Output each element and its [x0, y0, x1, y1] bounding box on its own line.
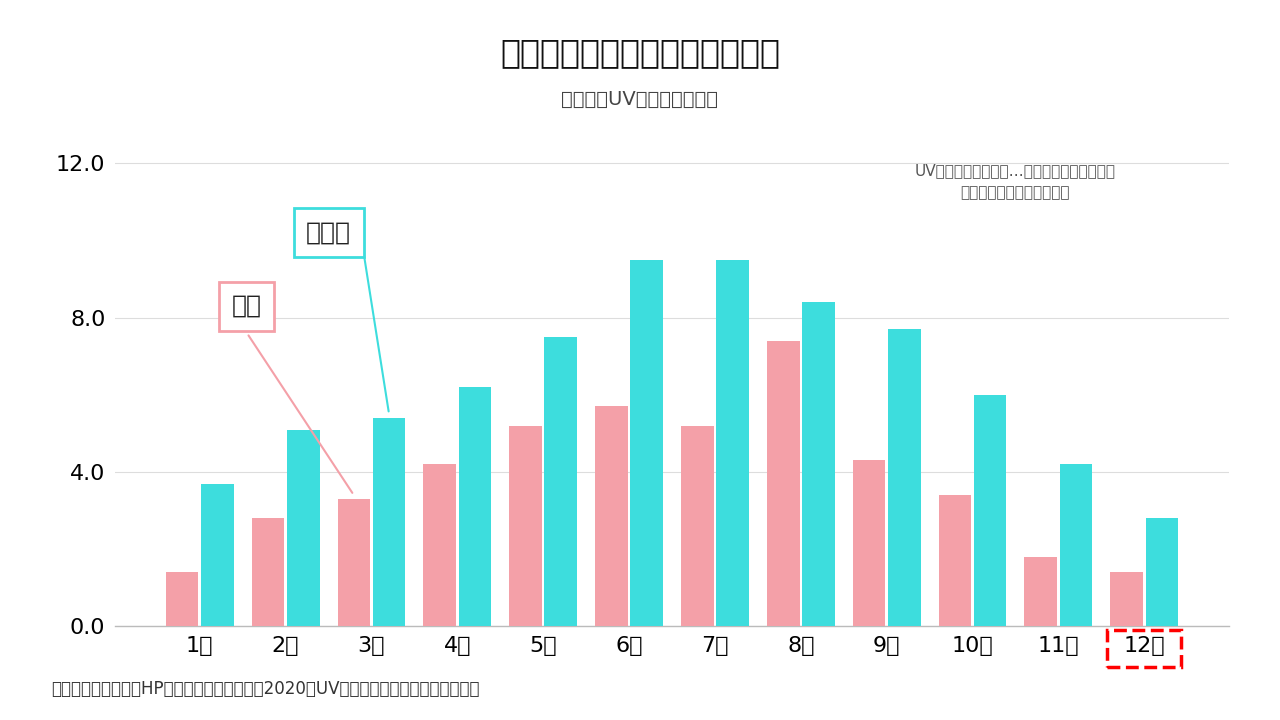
Bar	[166, 572, 198, 626]
Bar	[630, 260, 663, 626]
Bar	[458, 387, 492, 626]
Bar	[681, 426, 714, 626]
Bar	[338, 499, 370, 626]
Text: 東京: 東京	[232, 294, 262, 318]
Bar	[595, 406, 627, 626]
Bar	[509, 426, 541, 626]
Bar	[803, 302, 835, 626]
Bar	[1060, 464, 1092, 626]
Text: UVインデックスとは…紫外線が人体に及ぼす
影響度を指標化したもの。: UVインデックスとは…紫外線が人体に及ぼす 影響度を指標化したもの。	[915, 163, 1116, 200]
Bar	[888, 329, 920, 626]
Bar	[938, 495, 972, 626]
Bar	[372, 418, 406, 626]
Text: 宮古島: 宮古島	[306, 221, 351, 245]
Text: （日最大UVインデックス）: （日最大UVインデックス）	[562, 90, 718, 109]
Bar	[252, 518, 284, 626]
Bar	[717, 260, 749, 626]
Text: 【東京と宮古島の紫外線比較】: 【東京と宮古島の紫外線比較】	[500, 36, 780, 69]
Bar	[767, 341, 800, 626]
Text: 【データ元】気象庁HPより。東京・宮古島の2020年UVインデックスデータから算出。: 【データ元】気象庁HPより。東京・宮古島の2020年UVインデックスデータから算…	[51, 680, 480, 698]
Bar	[1024, 557, 1057, 626]
Bar	[852, 461, 886, 626]
Bar	[287, 430, 320, 626]
Bar	[424, 464, 456, 626]
Bar	[1146, 518, 1178, 626]
Bar	[201, 484, 234, 626]
Bar	[544, 337, 577, 626]
Bar	[1110, 572, 1143, 626]
Bar	[974, 395, 1006, 626]
